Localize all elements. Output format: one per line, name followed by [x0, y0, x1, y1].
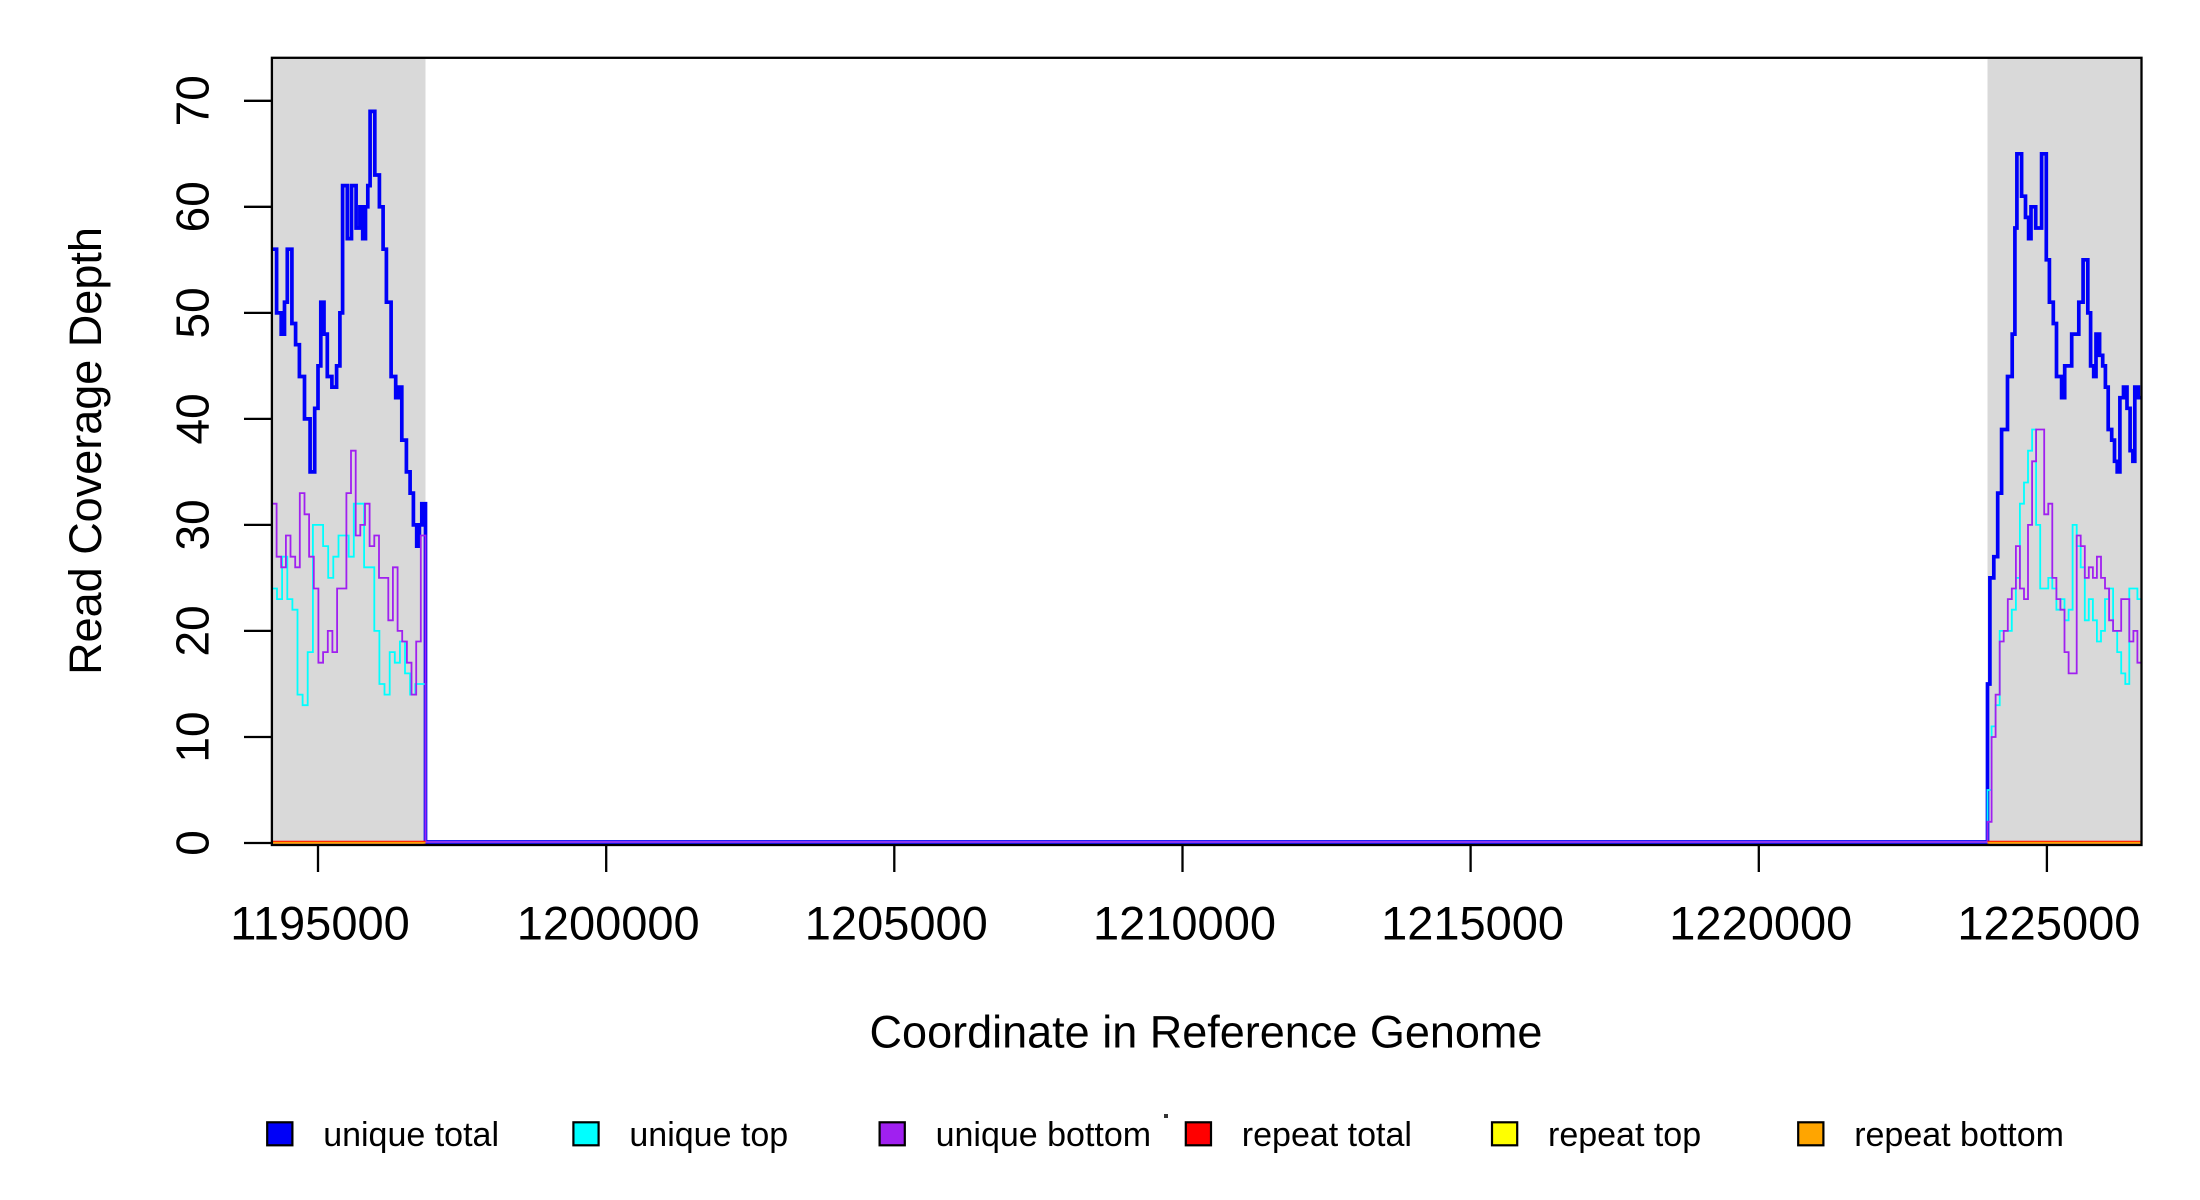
svg-text:unique bottom: unique bottom — [936, 1116, 1152, 1154]
svg-text:60: 60 — [167, 181, 219, 232]
svg-text:repeat bottom: repeat bottom — [1854, 1116, 2064, 1154]
svg-text:1225000: 1225000 — [1957, 897, 2140, 950]
svg-text:40: 40 — [167, 393, 219, 444]
svg-text:Coordinate in Reference Genome: Coordinate in Reference Genome — [870, 1007, 1543, 1058]
svg-text:repeat total: repeat total — [1242, 1116, 1412, 1154]
svg-text:repeat top: repeat top — [1548, 1116, 1701, 1154]
svg-text:50: 50 — [167, 287, 219, 338]
svg-text:1220000: 1220000 — [1669, 897, 1852, 950]
svg-text:20: 20 — [167, 605, 219, 656]
svg-text:1205000: 1205000 — [805, 897, 988, 950]
svg-text:Read Coverage Depth: Read Coverage Depth — [60, 227, 111, 675]
svg-text:1210000: 1210000 — [1093, 897, 1276, 950]
svg-text:unique top: unique top — [629, 1116, 788, 1154]
svg-text:10: 10 — [167, 711, 219, 762]
svg-text:unique total: unique total — [323, 1116, 499, 1154]
svg-text:1215000: 1215000 — [1381, 897, 1564, 950]
svg-text:0: 0 — [167, 830, 219, 856]
svg-text:1200000: 1200000 — [517, 897, 700, 950]
svg-text:70: 70 — [167, 75, 219, 126]
svg-text:1195000: 1195000 — [230, 897, 410, 950]
svg-text:30: 30 — [167, 499, 219, 550]
